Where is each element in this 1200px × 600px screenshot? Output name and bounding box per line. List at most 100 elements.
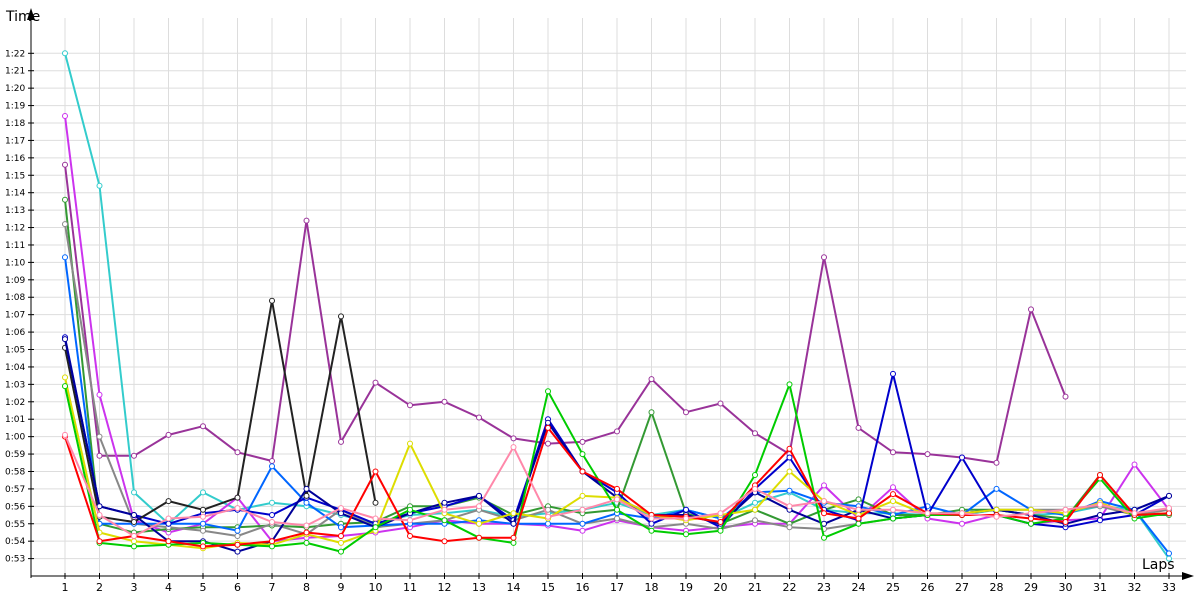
data-point [1028, 520, 1034, 527]
data-point [890, 498, 896, 505]
data-point [648, 376, 655, 383]
data-point [614, 485, 620, 492]
data-point [579, 506, 586, 513]
data-point [855, 515, 862, 522]
y-tick-label: 1:14 [5, 189, 25, 199]
data-point [338, 533, 344, 539]
data-point [545, 419, 551, 426]
data-point [890, 506, 896, 513]
y-tick-label: 1:19 [5, 102, 25, 112]
data-point [993, 459, 1000, 466]
y-tick-label: 1:15 [5, 171, 25, 181]
y-tick-label: 1:08 [5, 293, 25, 303]
data-point [1166, 505, 1172, 512]
data-point [1062, 506, 1069, 513]
series-purple [62, 161, 1069, 466]
x-tick-label: 15 [541, 581, 555, 594]
data-point [338, 510, 344, 517]
data-point [510, 539, 517, 546]
series-line-black [64, 299, 377, 523]
x-tick-label: 16 [576, 581, 590, 594]
data-point [614, 496, 620, 503]
data-point [959, 454, 965, 461]
y-tick-label: 1:11 [5, 241, 25, 251]
x-tick-label: 14 [507, 581, 521, 594]
data-point [269, 297, 275, 304]
data-point [614, 428, 620, 435]
x-tick-label: 2 [96, 581, 103, 594]
x-tick-label: 6 [234, 581, 241, 594]
series-line-purple [64, 164, 1067, 464]
y-tick-label: 1:01 [5, 415, 25, 425]
data-point [683, 409, 689, 416]
data-point [579, 451, 586, 458]
data-point [855, 496, 862, 503]
data-point [62, 221, 68, 228]
grid [31, 18, 1186, 576]
data-point [338, 438, 344, 445]
data-point [786, 454, 793, 461]
data-point [234, 548, 241, 555]
data-point [131, 519, 137, 525]
data-point [407, 517, 413, 524]
data-point [372, 524, 379, 531]
data-point [1028, 510, 1034, 517]
data-point [96, 452, 103, 459]
y-tick-labels: 0:53 0:54 0:55 0:56 0:57 0:58 0:59 1:00 1:01 1:02… [5, 49, 34, 565]
x-tick-label: 21 [748, 581, 762, 594]
data-point [752, 485, 758, 492]
y-tick-label: 0:53 [5, 555, 25, 565]
data-point [924, 451, 931, 458]
data-point [131, 533, 137, 539]
data-point [1028, 306, 1034, 313]
x-tick-label: 19 [679, 581, 693, 594]
x-tick-label: 26 [921, 581, 935, 594]
x-tick-label: 18 [645, 581, 659, 594]
data-point [855, 424, 862, 431]
data-point [1097, 517, 1103, 524]
y-tick-label: 1:02 [5, 398, 25, 408]
x-axis-title: Laps [1142, 557, 1175, 573]
data-point [62, 431, 68, 438]
data-point [545, 388, 551, 395]
data-point [510, 510, 517, 517]
data-point [269, 499, 275, 506]
y-tick-label: 1:16 [5, 154, 25, 164]
data-point [269, 519, 275, 525]
y-tick-label: 1:18 [5, 119, 25, 129]
data-point [545, 440, 551, 447]
x-tick-label: 32 [1128, 581, 1142, 594]
data-point [131, 512, 137, 518]
x-tick-label: 27 [955, 581, 969, 594]
data-point [303, 522, 310, 529]
data-point [890, 491, 896, 498]
data-point [476, 534, 482, 541]
data-point [234, 541, 241, 548]
data-point [717, 519, 724, 525]
data-point [717, 527, 724, 534]
data-point [303, 529, 310, 536]
y-tick-label: 0:59 [5, 450, 25, 460]
axes: Time Laps [5, 8, 1194, 580]
data-point [96, 391, 103, 398]
data-point [786, 503, 793, 510]
data-point [614, 506, 620, 513]
data-point [441, 538, 448, 545]
data-point [407, 402, 413, 409]
x-tick-label: 9 [338, 581, 345, 594]
y-tick-label: 1:21 [5, 67, 25, 77]
series-black [62, 297, 379, 525]
x-tick-label: 5 [200, 581, 207, 594]
data-point [1062, 393, 1069, 400]
data-point [407, 533, 413, 539]
x-tick-label: 10 [369, 581, 383, 594]
data-point [752, 472, 758, 478]
data-point [1166, 555, 1172, 562]
data-point [890, 484, 896, 491]
data-point [441, 499, 448, 506]
data-point [1062, 519, 1069, 525]
data-point [545, 424, 551, 431]
data-point [959, 520, 965, 527]
data-point [62, 374, 68, 381]
